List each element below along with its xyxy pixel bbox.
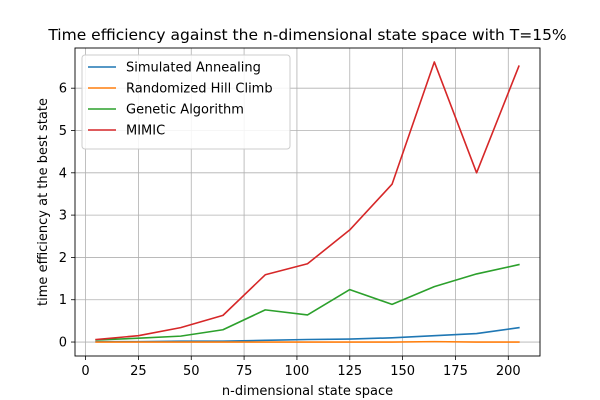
- x-tick-label: 175: [443, 364, 468, 379]
- series-line-genetic-algorithm: [95, 263, 520, 341]
- y-tick-label: 4: [59, 166, 67, 181]
- x-tick-label: 25: [130, 364, 147, 379]
- x-tick-label: 0: [81, 364, 89, 379]
- series-line-mimic: [95, 61, 520, 341]
- legend-label-genetic-algorithm: Genetic Algorithm: [126, 103, 244, 118]
- x-axis: 0 25 50 75 100 125 150 175 200: [81, 356, 521, 379]
- x-tick-label: 75: [236, 364, 253, 379]
- series-lines: [95, 61, 520, 343]
- x-tick-label: 200: [496, 364, 521, 379]
- y-tick-label: 6: [59, 82, 67, 97]
- x-tick-label: 50: [183, 364, 200, 379]
- y-tick-label: 0: [59, 336, 67, 351]
- x-axis-label: n-dimensional state space: [222, 384, 393, 399]
- y-tick-label: 2: [59, 251, 67, 266]
- legend-label-mimic: MIMIC: [126, 124, 165, 139]
- legend-box: [81, 54, 291, 150]
- legend-label-simulated-annealing: Simulated Annealing: [126, 61, 261, 76]
- x-tick-label: 125: [337, 364, 362, 379]
- y-tick-label: 3: [59, 209, 67, 224]
- y-axis: 0 1 2 3 4 5 6: [59, 82, 75, 351]
- chart-title: Time efficiency against the n-dimensiona…: [47, 26, 566, 44]
- x-tick-label: 100: [285, 364, 310, 379]
- plot-frame: [74, 47, 541, 357]
- legend: Simulated Annealing Randomized Hill Climb…: [81, 54, 291, 150]
- y-axis-label: time efficiency at the best state: [36, 98, 51, 306]
- y-tick-label: 1: [59, 293, 67, 308]
- legend-label-randomized-hill-climb: Randomized Hill Climb: [126, 82, 273, 97]
- x-tick-label: 150: [390, 364, 415, 379]
- y-tick-label: 5: [59, 124, 67, 139]
